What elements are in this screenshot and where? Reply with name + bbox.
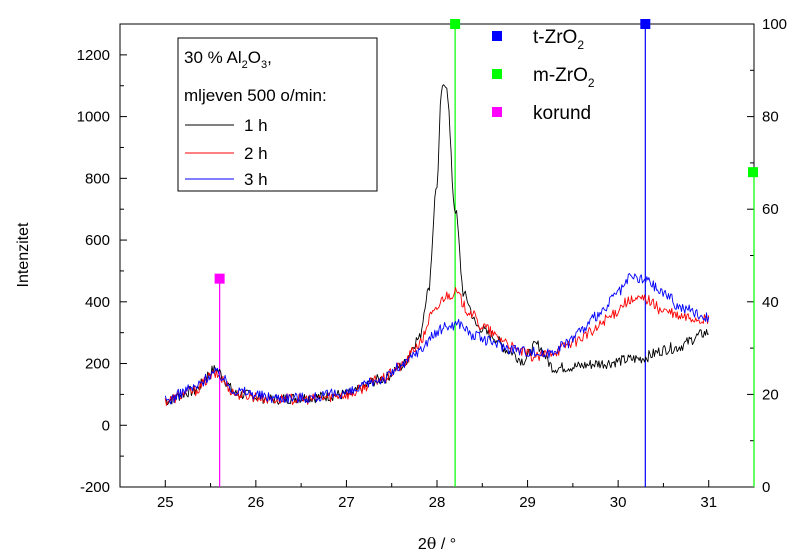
ref-legend-marker-t-zro2 — [492, 31, 502, 41]
legend-label-1h: 1 h — [244, 116, 268, 135]
x-axis-title: 2θ / ° — [418, 534, 456, 553]
x-axis-title-unit: / ° — [436, 536, 456, 553]
x-tick-label-25: 25 — [157, 494, 174, 511]
ref-legend-label-m-zro2: m-ZrO2 — [533, 65, 595, 90]
ref-marker-edge — [748, 167, 758, 178]
ref-legend-label-t-zro2: t-ZrO2 — [533, 27, 584, 52]
x-tick-label-29: 29 — [519, 494, 536, 511]
y2-tick-label-80: 80 — [762, 109, 779, 126]
x-axis-title-greek: θ — [427, 534, 437, 553]
y-tick-label-400: 400 — [85, 294, 110, 311]
ref-legend-label-korund: korund — [533, 103, 591, 124]
y-tick-label-600: 600 — [85, 232, 110, 249]
legend: 30 % Al2O3, mljeven 500 o/min: 1 h 2 h 3… — [177, 37, 378, 192]
legend-label-3h: 3 h — [244, 170, 268, 189]
y2-tick-label-60: 60 — [762, 201, 779, 218]
y-tick-label--200: -200 — [80, 479, 110, 496]
y2-tick-label-100: 100 — [762, 16, 787, 33]
legend-title-line1: 30 % Al2O3, — [184, 48, 272, 71]
legend-label-2h: 2 h — [244, 144, 268, 163]
series-3h — [164, 273, 710, 405]
y-tick-label-800: 800 — [85, 170, 110, 187]
legend-box — [177, 37, 378, 192]
y-tick-label-1000: 1000 — [77, 109, 110, 126]
y2-tick-label-0: 0 — [762, 479, 770, 496]
y2-tick-label-20: 20 — [762, 386, 779, 403]
y-tick-label-200: 200 — [85, 356, 110, 373]
reference-legend: t-ZrO2 m-ZrO2 korund — [492, 27, 595, 124]
ref-legend-marker-m-zro2 — [492, 69, 502, 79]
reference-lines — [214, 19, 758, 487]
ref-marker-m-ZrO2 — [450, 19, 461, 29]
series-1h — [165, 84, 709, 406]
series-lines — [164, 84, 710, 406]
ref-marker-korund — [214, 273, 225, 284]
legend-title-line2: mljeven 500 o/min: — [184, 86, 327, 105]
x-tick-label-26: 26 — [248, 494, 265, 511]
axis-ticks: 25 26 27 28 29 30 31 -200 0 200 400 600 800 1000 1200 0… — [77, 16, 787, 511]
y2-tick-label-40: 40 — [762, 294, 779, 311]
x-tick-label-28: 28 — [429, 494, 446, 511]
y-axis-title: Intenzitet — [15, 222, 32, 287]
y-tick-label-0: 0 — [102, 417, 110, 434]
series-2h — [164, 287, 710, 406]
x-axis-title-main: 2 — [418, 536, 427, 553]
x-tick-label-30: 30 — [610, 494, 627, 511]
x-tick-label-31: 31 — [700, 494, 717, 511]
ref-marker-t-ZrO2 — [640, 19, 651, 29]
y-tick-label-1200: 1200 — [77, 47, 110, 64]
x-tick-label-27: 27 — [338, 494, 355, 511]
ref-legend-marker-korund — [492, 107, 502, 117]
